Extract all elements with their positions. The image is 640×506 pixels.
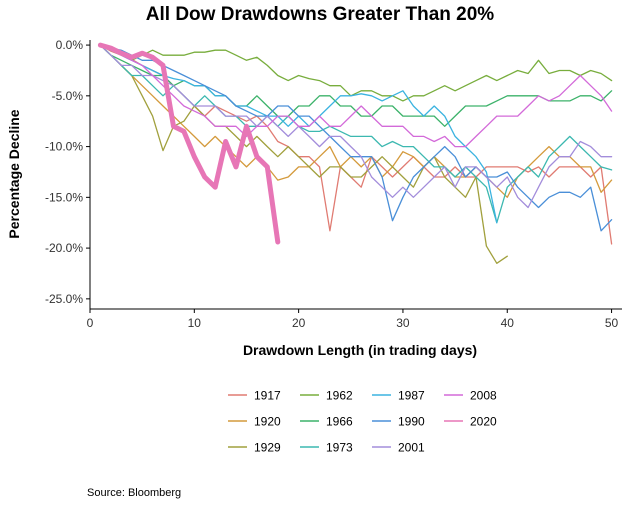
legend-label-2020: 2020 (470, 415, 497, 429)
legend-label-2008: 2008 (470, 389, 497, 403)
legend-label-2001: 2001 (398, 441, 425, 455)
x-tick-label: 20 (292, 316, 306, 330)
series-line-2008 (99, 44, 613, 148)
y-tick-label: -10.0% (45, 140, 83, 154)
legend-label-1973: 1973 (326, 441, 353, 455)
legend-label-1966: 1966 (326, 415, 353, 429)
x-tick-label: 0 (87, 316, 94, 330)
x-tick-label: 10 (188, 316, 202, 330)
series-line-1990 (99, 44, 613, 232)
series-line-2001 (99, 44, 613, 209)
y-axis-label: Percentage Decline (6, 109, 22, 238)
y-tick-label: -20.0% (45, 241, 83, 255)
legend-label-1917: 1917 (254, 389, 281, 403)
x-tick-label: 30 (396, 316, 410, 330)
y-ticks: 0.0% -5.0% -10.0% -15.0% -20.0% -25.0% (45, 38, 90, 306)
x-tick-label: 50 (605, 316, 619, 330)
series-layer (97, 42, 613, 264)
y-tick-label: -15.0% (45, 190, 83, 204)
source-note: Source: Bloomberg (87, 487, 182, 499)
series-line-1962 (99, 44, 613, 102)
series-line-2020 (97, 42, 281, 245)
series-line-1987 (99, 44, 498, 224)
series-line-1920 (99, 44, 613, 198)
series-line-1966 (99, 44, 613, 127)
legend-label-1920: 1920 (254, 415, 281, 429)
chart-title: All Dow Drawdowns Greater Than 20% (145, 4, 495, 25)
legend-label-1990: 1990 (398, 415, 425, 429)
legend-label-1929: 1929 (254, 441, 281, 455)
legend-label-1987: 1987 (398, 389, 425, 403)
x-axis-label: Drawdown Length (in trading days) (243, 342, 477, 358)
y-tick-label: -25.0% (45, 292, 83, 306)
series-line-1917 (99, 44, 613, 245)
y-tick-label: 0.0% (56, 38, 84, 52)
series-line-1929 (99, 44, 508, 264)
legend-label-1962: 1962 (326, 389, 353, 403)
x-tick-label: 40 (501, 316, 515, 330)
legend: 1917 1920 1929 1962 1966 1973 1987 1990 2001 2008… (228, 389, 497, 455)
x-ticks: 0 10 20 30 40 50 (87, 309, 619, 330)
y-tick-label: -5.0% (52, 89, 84, 103)
